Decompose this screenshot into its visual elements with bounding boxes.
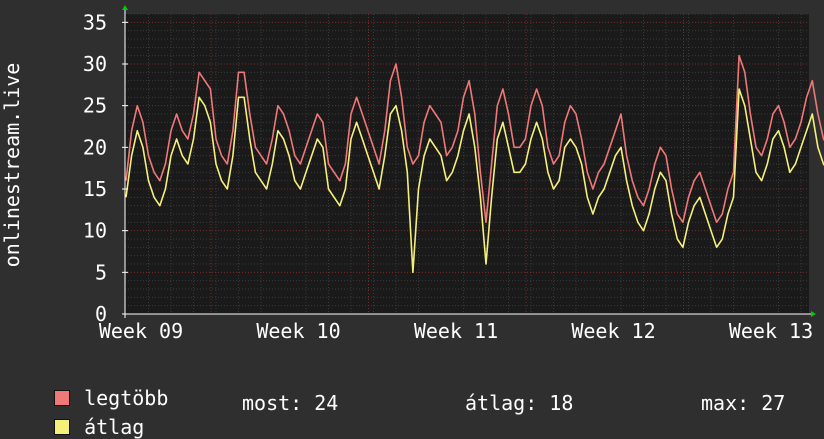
stat-max-value: 27 (761, 391, 786, 415)
stat-max-label: max: (701, 391, 750, 415)
legend-avg: átlag (30, 391, 144, 439)
stat-avg-value: 18 (549, 391, 574, 415)
legend-label-avg: átlag (84, 415, 145, 439)
y-tick-label: 20 (83, 135, 107, 159)
x-axis-arrow (811, 311, 816, 317)
y-axis-label: onlinestream.live (0, 63, 24, 268)
y-tick-label: 30 (83, 52, 107, 76)
y-tick-labels: 0 5 10 15 20 25 30 35 (83, 10, 107, 326)
y-tick-label: 15 (83, 177, 107, 201)
y-axis-arrow (122, 5, 128, 10)
x-tick-label: Week 11 (414, 319, 498, 343)
y-tick-label: 25 (83, 94, 107, 118)
series-lines (125, 54, 824, 274)
stat-avg: átlag: 18 (465, 391, 573, 415)
y-tick-label: 0 (95, 302, 107, 326)
x-tick-label: Week 10 (256, 319, 340, 343)
y-tick-label: 10 (83, 219, 107, 243)
series-line-avg (125, 88, 824, 274)
stat-now-value: 24 (314, 391, 339, 415)
x-tick-labels: Week 09 Week 10 Week 11 Week 12 Week 13 (99, 319, 813, 343)
stat-avg-label: átlag: (465, 391, 538, 415)
legend-swatch-max (54, 390, 71, 406)
y-tick-label: 5 (95, 260, 107, 284)
legend-max: legtöbb (30, 362, 168, 410)
legend-label-max: legtöbb (84, 386, 169, 410)
y-tick-label: 35 (83, 10, 107, 34)
stat-max: max: 27 (701, 391, 785, 415)
legend-swatch-avg (54, 419, 71, 435)
series-line-max (125, 54, 824, 224)
stat-now: most: 24 (242, 391, 338, 415)
stat-now-label: most: (242, 391, 303, 415)
x-tick-label: Week 09 (99, 319, 183, 343)
axes (122, 5, 816, 318)
x-tick-label: Week 13 (729, 319, 813, 343)
x-tick-label: Week 12 (571, 319, 655, 343)
